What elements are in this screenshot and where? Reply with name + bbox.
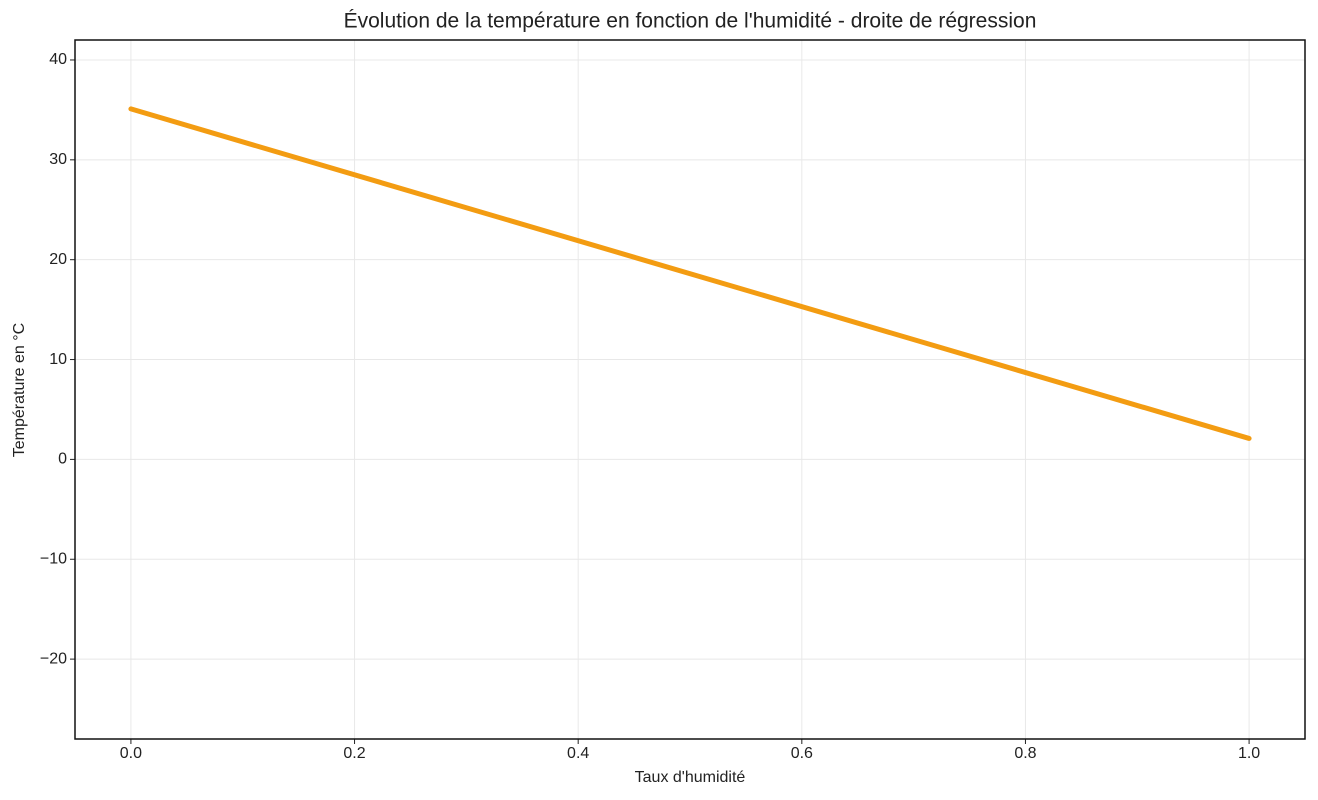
line	[128, 106, 1252, 441]
y-axis-label: Température en °C	[11, 323, 28, 457]
x-tick-label: 0.6	[791, 745, 813, 762]
y-tick-label: −10	[40, 550, 67, 567]
y-tick-label: 30	[49, 151, 67, 168]
x-tick-label: 0.0	[120, 745, 142, 762]
x-tick-label: 1.0	[1238, 745, 1260, 762]
x-tick-label: 0.8	[1014, 745, 1036, 762]
x-tick-label: 0.4	[567, 745, 589, 762]
y-tick-label: 0	[58, 451, 67, 468]
x-axis-label: Taux d'humidité	[635, 769, 746, 786]
y-tick-label: 10	[49, 351, 67, 368]
y-tick-label: 40	[49, 51, 67, 68]
x-tick-label: 0.2	[343, 745, 365, 762]
y-tick-label: 20	[49, 251, 67, 268]
plot-frame	[74, 39, 1306, 740]
chart-title: Évolution de la température en fonction …	[344, 10, 1037, 33]
y-tick-label: −20	[40, 650, 67, 667]
